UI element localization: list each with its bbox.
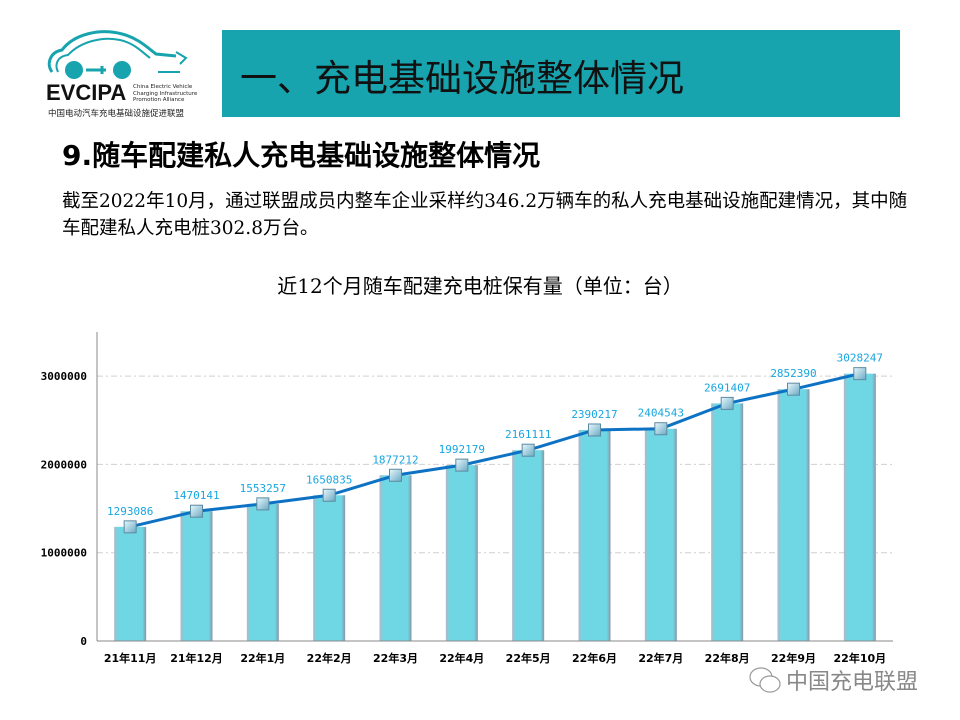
bar xyxy=(843,373,876,641)
section-paragraph: 截至2022年10月，通过联盟成员内整车企业采样约346.2万辆车的私人充电基础… xyxy=(62,191,908,239)
data-point-marker xyxy=(787,382,800,396)
bar xyxy=(512,450,545,641)
bar xyxy=(246,503,279,641)
x-tick-label: 22年8月 xyxy=(705,651,750,665)
x-tick-label: 22年4月 xyxy=(439,651,484,665)
bar xyxy=(445,465,478,641)
data-point-marker xyxy=(123,520,137,534)
car-plug-logo-icon xyxy=(47,30,188,79)
y-tick-label: 1000000 xyxy=(41,547,87,560)
data-point-marker xyxy=(588,423,601,437)
data-point-marker xyxy=(455,458,469,472)
y-tick-label: 3000000 xyxy=(41,370,87,383)
x-tick-label: 21年12月 xyxy=(170,651,223,665)
page-title: 一、充电基础设施整体情况 xyxy=(240,57,684,100)
x-tick-label: 22年2月 xyxy=(307,651,352,665)
evcipa-logo: EVCIPA China Electric Vehicle Charging I… xyxy=(40,24,210,124)
x-tick-label: 22年3月 xyxy=(373,651,418,665)
logo-subtitle-cn: 中国电动汽车充电基础设施促进联盟 xyxy=(48,109,185,119)
x-tick-label: 22年1月 xyxy=(240,651,285,665)
bar xyxy=(711,403,744,641)
x-tick-label: 22年6月 xyxy=(572,651,617,665)
bar xyxy=(777,389,810,641)
data-point-marker xyxy=(322,488,336,502)
bar xyxy=(114,526,147,641)
data-point-marker xyxy=(256,497,270,511)
series-line xyxy=(129,372,861,529)
x-tick-label: 22年10月 xyxy=(834,651,887,665)
data-label: 2404543 xyxy=(638,407,684,420)
x-tick-label: 22年9月 xyxy=(771,651,816,665)
watermark-text: 中国充电联盟 xyxy=(786,670,919,695)
watermark: 中国充电联盟 xyxy=(748,664,918,696)
section-heading: 9.随车配建私人充电基础设施整体情况 xyxy=(62,139,541,172)
data-label: 1470141 xyxy=(173,489,219,502)
y-tick-label: 0 xyxy=(80,635,87,648)
data-label: 3028247 xyxy=(837,352,883,365)
x-tick-label: 22年5月 xyxy=(506,651,551,665)
bar xyxy=(644,428,677,641)
logo-subtitle-en: China Electric Vehicle Charging Infrastr… xyxy=(133,84,198,103)
x-tick-label: 21年11月 xyxy=(104,651,157,665)
y-tick-label: 2000000 xyxy=(41,458,87,471)
data-label: 1553257 xyxy=(240,482,286,495)
data-label: 1877212 xyxy=(372,453,418,466)
data-label: 2691407 xyxy=(704,381,750,394)
title-banner: 一、充电基础设施整体情况 xyxy=(222,30,900,117)
data-point-marker xyxy=(853,367,867,381)
data-point-marker xyxy=(654,422,668,436)
data-label: 2161111 xyxy=(505,428,551,441)
bar xyxy=(180,511,213,641)
bar xyxy=(578,429,611,641)
bar xyxy=(379,475,412,641)
data-label: 1293086 xyxy=(107,505,153,518)
data-label: 1650835 xyxy=(306,473,352,486)
data-label: 2390217 xyxy=(571,408,617,421)
data-point-marker xyxy=(521,443,535,457)
wechat-icon xyxy=(749,667,781,693)
data-label: 1992179 xyxy=(439,443,485,456)
data-label: 2852390 xyxy=(770,367,816,380)
data-point-marker xyxy=(190,504,203,518)
x-tick-label: 22年7月 xyxy=(638,651,683,665)
chart-title: 近12个月随车配建充电桩保有量（单位：台） xyxy=(277,274,683,298)
bar xyxy=(313,495,346,641)
logo-wordmark: EVCIPA xyxy=(46,80,127,105)
data-point-marker xyxy=(720,396,734,410)
data-point-marker xyxy=(389,468,402,482)
